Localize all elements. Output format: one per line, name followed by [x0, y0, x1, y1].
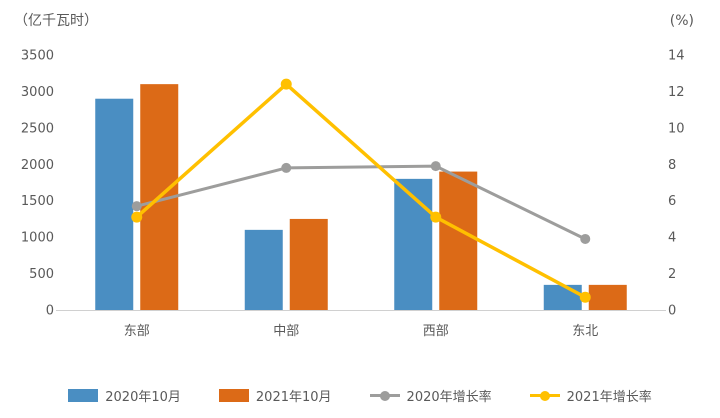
marker-s1-c0 [131, 211, 143, 223]
left-axis-tick: 1000 [21, 231, 54, 246]
marker-s0-c1 [281, 162, 292, 173]
x-axis-label: 中部 [273, 324, 299, 339]
legend-item-bar-2020: 2020年10月 [68, 386, 181, 405]
legend-label: 2020年增长率 [406, 390, 492, 405]
x-axis-label: 西部 [423, 324, 449, 339]
right-axis-tick: 4 [668, 231, 676, 246]
right-axis-tick: 8 [668, 158, 676, 173]
marker-s1-c2 [430, 211, 442, 223]
bar-s0-c2 [394, 178, 433, 310]
legend-label: 2021年增长率 [566, 390, 652, 405]
left-axis-tick: 500 [29, 267, 54, 282]
legend-dot-icon [539, 390, 550, 401]
marker-s1-c1 [280, 78, 292, 90]
left-axis-title: （亿千瓦时） [14, 13, 98, 29]
legend-item-line-2020: 2020年增长率 [369, 386, 492, 405]
trend-line-s0 [136, 164, 586, 241]
left-axis-tick: 2500 [21, 121, 54, 136]
right-axis-title: (%) [670, 13, 694, 29]
left-axis-tick: 3000 [21, 85, 54, 100]
bar-s1-c2 [439, 171, 478, 310]
left-axis-tick: 0 [46, 304, 54, 319]
bar-s1-c3 [588, 284, 627, 310]
right-axis-tick: 10 [668, 121, 685, 136]
marker-s0-c0 [131, 201, 142, 212]
left-axis-tick: 1500 [21, 194, 54, 209]
left-axis-tick: 2000 [21, 158, 54, 173]
legend-dot-icon [379, 390, 390, 401]
marker-s0-c3 [580, 233, 591, 244]
legend-swatch-yellow-line [529, 390, 560, 402]
bar-s0-c1 [244, 229, 283, 310]
right-axis-tick: 0 [668, 304, 676, 319]
left-axis-tick: 3500 [21, 49, 54, 64]
legend-swatch-orange-bar [218, 389, 249, 402]
legend-item-line-2021: 2021年增长率 [529, 386, 652, 405]
legend-item-bar-2021: 2021年10月 [218, 386, 332, 405]
marker-s1-c3 [579, 291, 591, 303]
legend-label: 2021年10月 [255, 390, 332, 405]
right-axis-tick: 12 [668, 85, 685, 100]
marker-s0-c2 [430, 161, 441, 172]
combo-chart: （亿千瓦时） (%) 0 500 1000 1500 2000 2500 3000 3500 0… [14, 13, 694, 339]
right-axis-tick: 14 [668, 49, 685, 64]
bar-s0-c0 [95, 98, 134, 310]
x-axis-label: 东北 [572, 324, 598, 339]
right-axis-tick: 2 [668, 267, 676, 282]
bar-s0-c3 [543, 284, 582, 310]
legend-swatch-blue-bar [68, 389, 99, 402]
trend-line-s1 [135, 82, 587, 299]
legend-label: 2020年10月 [105, 390, 181, 405]
legend: 2020年10月 2021年10月 2020年增长率 2021年增长率 [0, 386, 720, 405]
bar-s1-c1 [289, 218, 328, 310]
x-axis-label: 东部 [124, 324, 150, 339]
legend-swatch-gray-line [369, 390, 400, 402]
right-axis-tick: 6 [668, 194, 676, 209]
